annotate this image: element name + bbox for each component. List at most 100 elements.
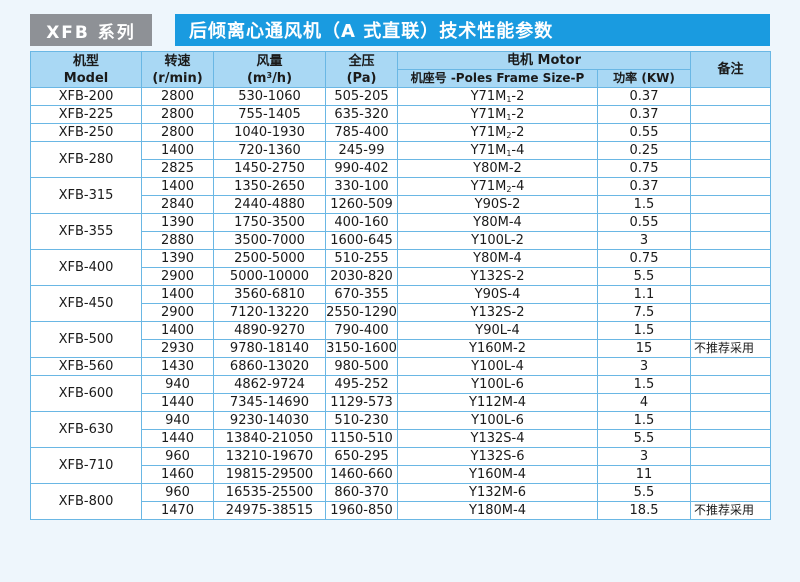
cell-remark — [690, 357, 772, 376]
cell-power: 0.37 — [596, 105, 692, 124]
cell-power: 3 — [596, 231, 692, 250]
cell-remark — [690, 465, 772, 484]
cell-speed: 1390 — [141, 213, 214, 232]
cell-speed: 1430 — [141, 357, 214, 376]
cell-speed: 2825 — [141, 159, 214, 178]
cell-remark — [690, 285, 772, 304]
frame-main: Y112M-4 — [469, 395, 526, 410]
cell-remark — [690, 141, 772, 160]
cell-model: XFB-800 — [30, 483, 142, 520]
table-row: 1470 24975-38515 1960-850 Y180M-4 18.5 不推荐采用 — [31, 501, 772, 520]
frame-sub: 1 — [506, 113, 512, 122]
cell-pressure: 245-99 — [325, 141, 398, 160]
cell-flow: 13840-21050 — [213, 429, 326, 448]
cell-frame: Y90S-2 — [397, 195, 598, 214]
cell-power: 0.37 — [596, 87, 692, 106]
cell-flow: 19815-29500 — [213, 465, 326, 484]
frame-sub: 2 — [506, 131, 512, 140]
col-speed-unit: (r/min) — [152, 70, 203, 86]
cell-power: 5.5 — [596, 429, 692, 448]
cell-frame: Y180M-4 — [397, 501, 598, 520]
cell-speed: 960 — [141, 483, 214, 502]
frame-sub: 2 — [506, 185, 512, 194]
cell-remark: 不推荐采用 — [690, 339, 772, 358]
cell-remark — [690, 267, 772, 286]
cell-speed: 1400 — [141, 177, 214, 196]
col-remark: 备注 — [690, 51, 772, 88]
col-speed: 转速 (r/min) — [141, 51, 214, 88]
frame-post: -2 — [511, 107, 525, 122]
cell-speed: 960 — [141, 447, 214, 466]
cell-flow: 5000-10000 — [213, 267, 326, 286]
cell-frame: Y132M-6 — [397, 483, 598, 502]
frame-main: Y71M — [470, 89, 507, 104]
cell-power: 0.55 — [596, 123, 692, 142]
cell-remark — [690, 105, 772, 124]
table-row: 1440 13840-21050 1150-510 Y132S-4 5.5 — [31, 429, 772, 448]
cell-pressure: 1260-509 — [325, 195, 398, 214]
cell-remark — [690, 87, 772, 106]
cell-flow: 9230-14030 — [213, 411, 326, 430]
table-row: 1460 19815-29500 1460-660 Y160M-4 11 — [31, 465, 772, 484]
cell-flow: 3560-6810 — [213, 285, 326, 304]
col-model-en: Model — [63, 70, 109, 86]
table-row: XFB-315 1400 1350-2650 330-100 Y71M2-4 0.37 — [30, 177, 772, 214]
cell-flow: 13210-19670 — [213, 447, 326, 466]
cell-speed: 940 — [141, 375, 214, 394]
cell-speed: 940 — [141, 411, 214, 430]
series-label: XFB 系列 — [30, 14, 152, 46]
frame-main: Y90S-2 — [474, 197, 521, 212]
frame-main: Y132S-4 — [470, 431, 525, 446]
cell-model: XFB-450 — [30, 285, 142, 322]
cell-speed: 1440 — [141, 393, 214, 412]
cell-power: 0.55 — [596, 213, 692, 232]
cell-flow: 9780-18140 — [213, 339, 326, 358]
cell-power: 7.5 — [596, 303, 692, 322]
cell-frame: Y132S-6 — [397, 447, 598, 466]
cell-pressure: 510-230 — [325, 411, 398, 430]
frame-post: -4 — [511, 179, 525, 194]
table-row: XFB-600 940 4862-9724 495-252 Y100L-6 1.5 — [30, 375, 772, 412]
cell-frame: Y90L-4 — [397, 321, 598, 340]
table-row: XFB-710 960 13210-19670 650-295 Y132S-6 3 — [30, 447, 772, 484]
cell-flow: 6860-13020 — [213, 357, 326, 376]
col-flow-cn: 风量 — [256, 53, 283, 69]
table-row: XFB-630 940 9230-14030 510-230 Y100L-6 1.5 — [30, 411, 772, 448]
cell-pressure: 1129-573 — [325, 393, 398, 412]
cell-frame: Y80M-4 — [397, 213, 598, 232]
frame-main: Y80M-2 — [473, 161, 522, 176]
cell-remark — [690, 213, 772, 232]
cell-frame: Y71M2-2 — [397, 123, 598, 142]
cell-pressure: 790-400 — [325, 321, 398, 340]
frame-sub: 1 — [506, 95, 512, 104]
table-row: XFB-500 1400 4890-9270 790-400 Y90L-4 1.5 — [30, 321, 772, 358]
frame-main: Y80M-4 — [473, 215, 522, 230]
cell-frame: Y80M-2 — [397, 159, 598, 178]
frame-main: Y71M — [470, 179, 507, 194]
cell-pressure: 2550-1290 — [325, 303, 398, 322]
cell-pressure: 3150-1600 — [325, 339, 398, 358]
cell-remark — [690, 483, 772, 502]
cell-speed: 2880 — [141, 231, 214, 250]
cell-frame: Y160M-2 — [397, 339, 598, 358]
cell-power: 5.5 — [596, 267, 692, 286]
cell-power: 0.25 — [596, 141, 692, 160]
frame-main: Y80M-4 — [473, 251, 522, 266]
table-row: XFB-200 2800 530-1060 505-205 Y71M1-2 0.37 — [30, 87, 772, 106]
cell-pressure: 2030-820 — [325, 267, 398, 286]
cell-flow: 2500-5000 — [213, 249, 326, 268]
table-row: 2840 2440-4880 1260-509 Y90S-2 1.5 — [31, 195, 772, 214]
frame-post: -2 — [511, 125, 525, 140]
cell-power: 11 — [596, 465, 692, 484]
frame-main: Y100L-4 — [471, 359, 524, 374]
table-row: 2825 1450-2750 990-402 Y80M-2 0.75 — [31, 159, 772, 178]
cell-remark — [690, 303, 772, 322]
cell-flow: 1350-2650 — [213, 177, 326, 196]
cell-remark — [690, 159, 772, 178]
cell-power: 1.5 — [596, 195, 692, 214]
table-row: XFB-225 2800 755-1405 635-320 Y71M1-2 0.37 — [30, 105, 772, 124]
cell-power: 3 — [596, 447, 692, 466]
cell-speed: 2800 — [141, 105, 214, 124]
cell-frame: Y112M-4 — [397, 393, 598, 412]
cell-flow: 1750-3500 — [213, 213, 326, 232]
